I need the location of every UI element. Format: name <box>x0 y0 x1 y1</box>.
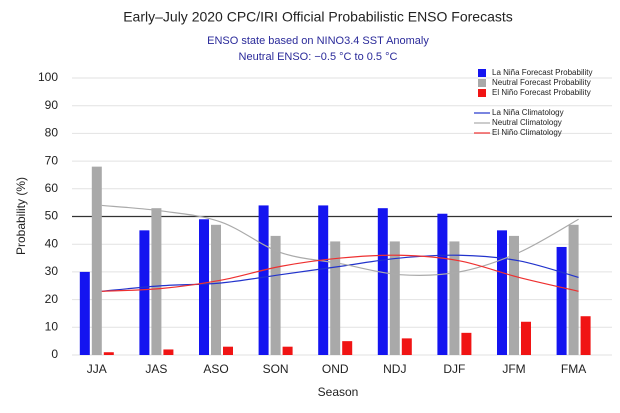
bar <box>437 213 448 355</box>
bar <box>342 341 353 355</box>
bar <box>282 346 293 355</box>
climatology-line <box>101 204 579 276</box>
y-tick-label: 10 <box>45 319 59 333</box>
legend-label: Neutral Climatology <box>492 118 562 127</box>
chart-subtitle: Neutral ENSO: −0.5 °C to 0.5 °C <box>239 51 398 63</box>
y-tick-label: 20 <box>45 292 59 306</box>
chart-subtitle: ENSO state based on NINO3.4 SST Anomaly <box>207 35 429 47</box>
x-tick-label: FMA <box>561 362 586 376</box>
bar <box>223 346 233 355</box>
legend-label: Neutral Forecast Probability <box>492 78 591 87</box>
bar <box>270 235 281 355</box>
y-axis-label: Probability (%) <box>14 177 28 255</box>
bar <box>449 241 460 355</box>
bar <box>258 205 269 355</box>
y-tick-label: 50 <box>45 209 59 223</box>
bar <box>91 166 102 355</box>
climatology-line <box>101 254 579 292</box>
bar <box>389 241 400 355</box>
x-tick-label: SON <box>263 362 289 376</box>
bar <box>79 271 90 355</box>
bar <box>401 338 412 355</box>
bar <box>509 235 519 355</box>
chart-title: Early–July 2020 CPC/IRI Official Probabi… <box>123 9 513 25</box>
y-tick-label: 30 <box>45 264 59 278</box>
bar <box>151 208 162 355</box>
legend-swatch <box>478 89 486 97</box>
bar <box>318 205 329 355</box>
y-tick-label: 80 <box>45 126 59 140</box>
x-tick-label: DJF <box>443 362 465 376</box>
bar <box>556 246 567 355</box>
bar <box>330 241 341 355</box>
y-tick-label: 70 <box>45 153 59 167</box>
x-tick-label: JJA <box>87 362 107 376</box>
bar <box>211 224 221 355</box>
legend-label: El Niño Forecast Probability <box>492 88 591 97</box>
legend-label: El Niño Climatology <box>492 128 562 137</box>
bar <box>139 230 150 355</box>
bar <box>521 321 531 355</box>
bar <box>163 349 174 355</box>
y-tick-label: 100 <box>38 70 58 84</box>
bar <box>103 352 114 355</box>
x-tick-label: JFM <box>502 362 525 376</box>
legend-label: La Niña Climatology <box>492 108 564 117</box>
bar <box>497 230 507 355</box>
x-tick-label: ASO <box>203 362 228 376</box>
x-tick-label: OND <box>322 362 349 376</box>
y-tick-label: 0 <box>51 347 58 361</box>
y-tick-label: 40 <box>45 236 59 250</box>
bar <box>461 332 472 355</box>
x-tick-label: NDJ <box>383 362 406 376</box>
x-tick-label: JAS <box>145 362 167 376</box>
legend-swatch <box>478 79 486 87</box>
legend-swatch <box>478 69 486 77</box>
x-axis-label: Season <box>318 385 359 399</box>
climatology-line <box>101 254 579 292</box>
bar <box>580 316 591 355</box>
bar <box>377 208 388 355</box>
legend-label: La Niña Forecast Probability <box>492 68 593 77</box>
bar <box>199 219 209 355</box>
y-tick-label: 90 <box>45 98 59 112</box>
y-tick-label: 60 <box>45 181 59 195</box>
